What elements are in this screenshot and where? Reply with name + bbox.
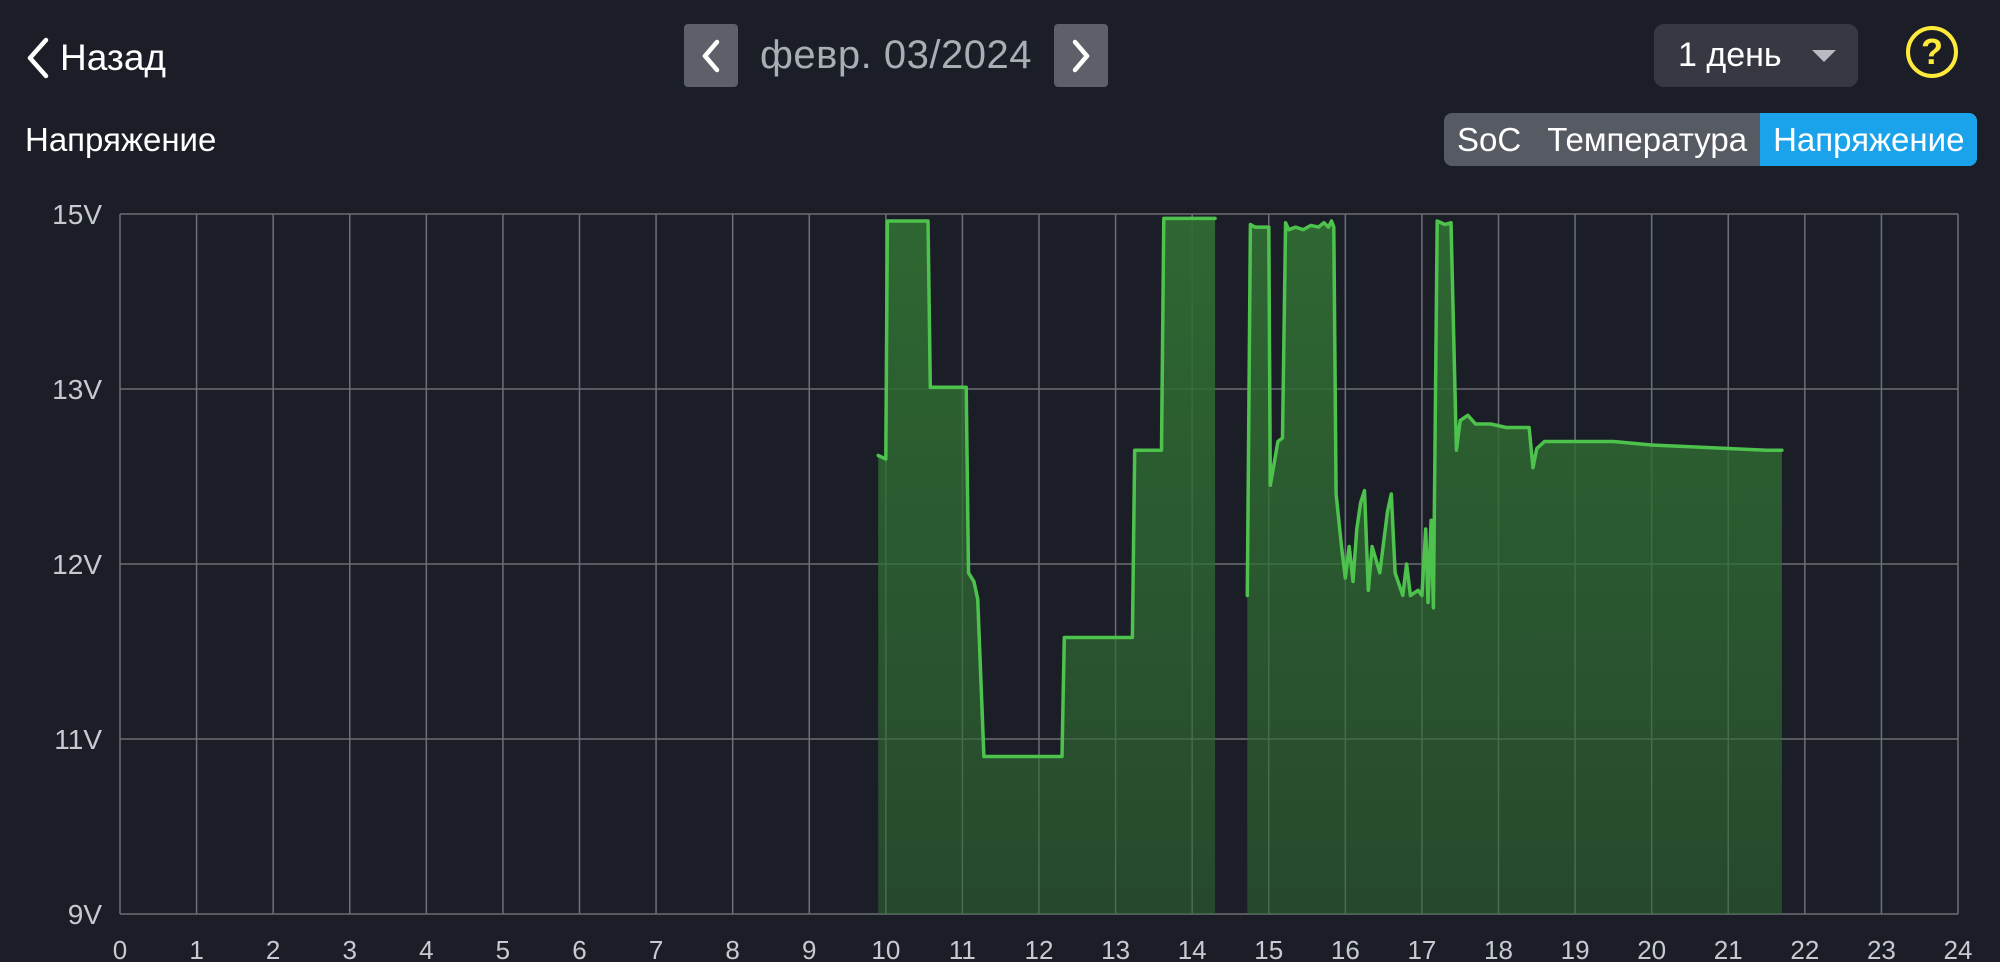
- x-tick-label: 9: [802, 935, 816, 962]
- help-button[interactable]: ?: [1906, 26, 1958, 78]
- prev-date-button[interactable]: [684, 24, 738, 87]
- x-tick-label: 12: [1025, 935, 1054, 962]
- question-mark-icon: ?: [1921, 31, 1943, 72]
- x-tick-label: 1: [189, 935, 203, 962]
- x-tick-label: 11: [949, 935, 976, 962]
- tab-temperature[interactable]: Температура: [1547, 120, 1748, 158]
- x-tick-label: 13: [1101, 935, 1130, 962]
- y-tick-label: 12V: [52, 549, 102, 580]
- range-dropdown[interactable]: 1 день: [1654, 24, 1858, 87]
- x-tick-label: 20: [1637, 935, 1666, 962]
- x-tick-label: 15: [1254, 935, 1283, 962]
- x-tick-label: 19: [1561, 935, 1590, 962]
- series-line: [876, 216, 1217, 759]
- x-tick-label: 24: [1944, 935, 1973, 962]
- x-tick-label: 3: [343, 935, 357, 962]
- caret-down-icon: [1812, 49, 1836, 62]
- x-tick-label: 17: [1407, 935, 1436, 962]
- tab-soc[interactable]: SoC: [1457, 120, 1522, 158]
- x-tick-label: 21: [1714, 935, 1743, 962]
- x-tick-label: 0: [113, 935, 127, 962]
- x-tick-label: 23: [1867, 935, 1896, 962]
- series-area: [878, 218, 1216, 914]
- tab-voltage[interactable]: Напряжение: [1760, 113, 1978, 166]
- back-button[interactable]: Назад: [22, 30, 166, 86]
- x-tick-label: 14: [1178, 935, 1207, 962]
- x-tick-label: 22: [1790, 935, 1819, 962]
- series-line: [1245, 219, 1784, 610]
- x-tick-label: 8: [725, 935, 739, 962]
- series-area: [1247, 221, 1782, 914]
- x-tick-label: 2: [266, 935, 280, 962]
- current-date: февр. 03/2024: [760, 33, 1032, 77]
- y-tick-label: 9V: [68, 899, 103, 930]
- x-tick-label: 10: [871, 935, 900, 962]
- x-tick-label: 5: [496, 935, 510, 962]
- chart-title: Напряжение: [25, 121, 217, 158]
- chevron-left-icon: [702, 39, 720, 72]
- y-tick-label: 11V: [54, 724, 102, 755]
- metric-tabs: SoC Температура Напряжение: [1444, 113, 1978, 166]
- y-tick-label: 13V: [52, 374, 102, 405]
- back-label: Назад: [60, 37, 167, 78]
- x-tick-label: 18: [1484, 935, 1513, 962]
- y-tick-label: 15V: [52, 199, 102, 230]
- x-tick-label: 16: [1331, 935, 1360, 962]
- range-label: 1 день: [1678, 36, 1782, 74]
- chevron-left-icon: [27, 37, 49, 79]
- date-navigator: февр. 03/2024: [684, 24, 1108, 87]
- x-tick-label: 6: [572, 935, 586, 962]
- next-date-button[interactable]: [1053, 24, 1108, 87]
- x-tick-label: 7: [649, 935, 663, 962]
- chevron-right-icon: [1072, 39, 1090, 72]
- x-tick-label: 4: [419, 935, 433, 962]
